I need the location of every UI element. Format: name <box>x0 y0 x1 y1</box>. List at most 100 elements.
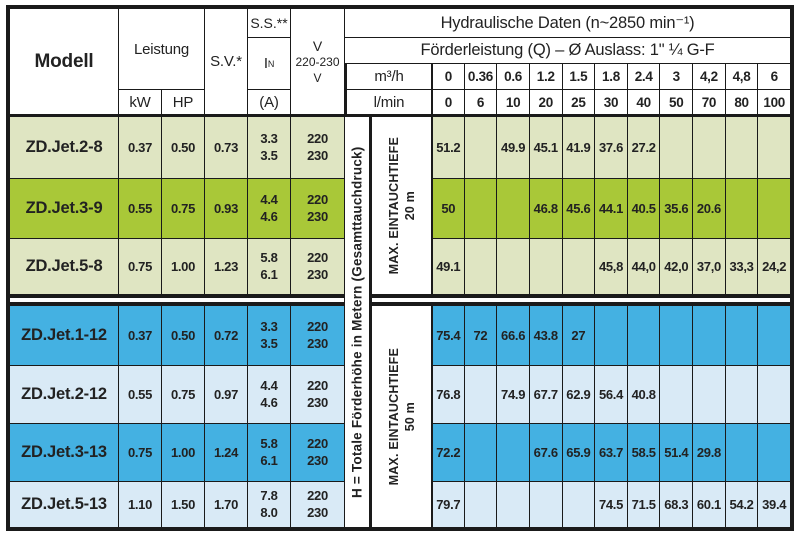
head-value-cell <box>464 424 497 481</box>
head-value-cell: 40.5 <box>627 179 660 238</box>
head-value-cell: 74.9 <box>497 366 529 423</box>
current-value-cell: 7.8 8.0 <box>248 482 290 527</box>
head-value-cell <box>595 306 627 365</box>
head-value-cell: 68.3 <box>660 482 693 527</box>
hp-value-cell: 0.50 <box>162 117 204 178</box>
head-value-cell: 66.6 <box>497 306 529 365</box>
lmin-value-cell: 40 <box>627 90 660 116</box>
lmin-value-cell: 70 <box>693 90 725 116</box>
voltage-value-cell: 220 230 <box>291 306 344 365</box>
voltage-line: 220 <box>307 487 328 503</box>
head-value-cell: 49.9 <box>497 117 529 178</box>
hp-value-cell: 1.00 <box>162 239 204 294</box>
current-line: 6.1 <box>260 266 278 282</box>
voltage-line: 230 <box>307 266 328 282</box>
head-value-cell: 41.9 <box>562 117 595 178</box>
head-value-cell <box>693 117 725 178</box>
head-value-cell <box>464 179 497 238</box>
head-value-cell <box>660 366 693 423</box>
head-value-cell: 63.7 <box>595 424 627 481</box>
max-immersion-text-20: MAX. EINTAUCHTIEFE <box>386 136 401 275</box>
voltage-line: 230 <box>307 208 328 224</box>
in-subscript: N <box>267 58 275 69</box>
head-value-cell: 50 <box>432 179 464 238</box>
head-value-cell: 20.6 <box>693 179 725 238</box>
current-line: 5.8 <box>260 435 278 451</box>
head-value-cell: 51.4 <box>660 424 693 481</box>
current-line: 7.8 <box>260 487 278 503</box>
sv-value-cell: 0.93 <box>205 179 247 238</box>
ampere-column-header: (A) <box>248 90 290 116</box>
max-immersion-depth-20m-label: MAX. EINTAUCHTIEFE 20 m <box>372 117 431 294</box>
hp-value-cell: 1.50 <box>162 482 204 527</box>
sv-value-cell: 1.24 <box>205 424 247 481</box>
current-line: 3.5 <box>260 335 278 351</box>
head-value-cell <box>562 239 595 294</box>
m3h-value-cell: 0.36 <box>464 64 497 89</box>
head-value-cell: 40.8 <box>627 366 660 423</box>
m3h-value-cell: 4,8 <box>725 64 758 89</box>
kw-value-cell: 0.37 <box>119 306 161 365</box>
flow-rate-title: Förderleistung (Q) – Ø Auslass: 1" ¼ G-F <box>345 38 790 63</box>
head-value-cell <box>627 306 660 365</box>
head-value-cell: 37,0 <box>693 239 725 294</box>
m3h-value-cell: 6 <box>758 64 790 89</box>
lmin-value-cell: 80 <box>725 90 758 116</box>
sv-value-cell: 0.97 <box>205 366 247 423</box>
head-value-cell: 54.2 <box>725 482 758 527</box>
m3h-row-label: m³/h <box>345 64 431 89</box>
head-value-cell: 79.7 <box>432 482 464 527</box>
group-separator-left <box>10 295 344 305</box>
voltage-line: 230 <box>307 147 328 163</box>
voltage-value-cell: 220 230 <box>291 179 344 238</box>
head-value-cell: 44.1 <box>595 179 627 238</box>
hp-column-header: HP <box>162 90 204 116</box>
voltage-value-cell: 220 230 <box>291 424 344 481</box>
hp-value-cell: 0.50 <box>162 306 204 365</box>
voltage-value-cell: 220 230 <box>291 239 344 294</box>
head-value-cell <box>725 306 758 365</box>
m3h-value-cell: 0 <box>432 64 464 89</box>
head-value-cell: 42,0 <box>660 239 693 294</box>
lmin-value-cell: 100 <box>758 90 790 116</box>
current-line: 3.5 <box>260 147 278 163</box>
sv-value-cell: 1.70 <box>205 482 247 527</box>
current-value-cell: 3.3 3.5 <box>248 117 290 178</box>
head-value-cell: 29.8 <box>693 424 725 481</box>
m3h-value-cell: 3 <box>660 64 693 89</box>
head-value-cell <box>529 239 562 294</box>
m3h-value-cell: 0.6 <box>497 64 529 89</box>
head-value-cell <box>464 239 497 294</box>
model-name-cell: ZD.Jet.1-12 <box>10 306 118 365</box>
head-value-cell <box>497 179 529 238</box>
voltage-value-cell: 220 230 <box>291 117 344 178</box>
lmin-row-label: l/min <box>345 90 431 116</box>
head-value-cell <box>464 366 497 423</box>
head-value-cell: 72 <box>464 306 497 365</box>
hydraulic-data-title: Hydraulische Daten (n~2850 min⁻¹) <box>345 9 790 37</box>
model-name-cell: ZD.Jet.5-8 <box>10 239 118 294</box>
model-name-cell: ZD.Jet.3-13 <box>10 424 118 481</box>
head-value-cell <box>758 117 790 178</box>
head-value-cell: 45,8 <box>595 239 627 294</box>
voltage-line: 230 <box>307 504 328 520</box>
kw-value-cell: 0.55 <box>119 179 161 238</box>
current-value-cell: 5.8 6.1 <box>248 239 290 294</box>
current-line: 3.3 <box>260 130 278 146</box>
head-value-cell: 46.8 <box>529 179 562 238</box>
current-line: 4.4 <box>260 377 278 393</box>
head-value-cell: 62.9 <box>562 366 595 423</box>
current-line: 5.8 <box>260 249 278 265</box>
current-line: 4.6 <box>260 208 278 224</box>
kw-value-cell: 0.75 <box>119 424 161 481</box>
head-value-cell <box>497 424 529 481</box>
ss-column-header: S.S.** <box>248 9 290 37</box>
current-line: 4.6 <box>260 394 278 410</box>
m3h-value-cell: 1.2 <box>529 64 562 89</box>
voltage-unit: V <box>312 37 323 54</box>
head-value-cell: 58.5 <box>627 424 660 481</box>
head-value-cell: 49.1 <box>432 239 464 294</box>
voltage-line: 220 <box>307 191 328 207</box>
head-value-cell: 71.5 <box>627 482 660 527</box>
